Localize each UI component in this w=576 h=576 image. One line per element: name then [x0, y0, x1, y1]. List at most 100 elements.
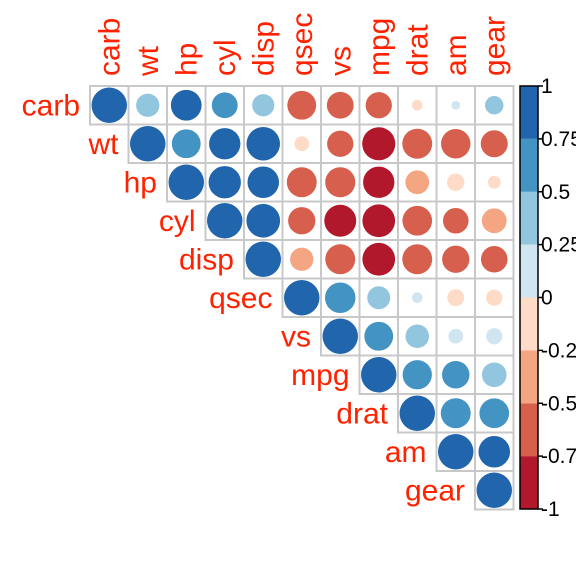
- corr-circle-mpg-am: [442, 361, 470, 389]
- colorbar-tick-label: 0.25: [541, 234, 576, 257]
- corr-circle-wt-gear: [480, 130, 508, 158]
- corr-circle-cyl-gear: [481, 208, 507, 234]
- correlation-grid: [89, 85, 515, 511]
- row-label-mpg: mpg: [291, 359, 349, 392]
- colorbar-tick-label: -0.75: [541, 445, 576, 468]
- colorbar-tick-label: 0: [541, 287, 553, 310]
- corr-circle-vs-drat: [405, 324, 430, 349]
- corr-circle-carb-disp: [252, 94, 275, 117]
- column-label-mpg: mpg: [363, 18, 396, 76]
- corr-circle-cyl-vs: [324, 204, 357, 237]
- row-label-am: am: [385, 436, 427, 469]
- colorbar-segment: [520, 403, 538, 457]
- column-label-carb: carb: [93, 18, 126, 76]
- corr-circle-carb-cyl: [211, 92, 238, 119]
- corr-circle-mpg-mpg: [361, 357, 397, 393]
- corr-circle-cyl-disp: [246, 203, 281, 238]
- corr-circle-am-am: [438, 434, 474, 470]
- corr-circle-qsec-gear: [486, 289, 503, 306]
- corr-circle-cyl-drat: [402, 205, 433, 236]
- corr-circle-disp-disp: [245, 241, 281, 277]
- corr-circle-carb-drat: [411, 99, 423, 111]
- column-label-hp: hp: [170, 43, 203, 76]
- corr-circle-hp-drat: [405, 170, 430, 195]
- corr-circle-am-gear: [478, 435, 511, 468]
- corr-circle-wt-wt: [130, 126, 166, 162]
- corr-circle-wt-disp: [246, 127, 280, 161]
- row-label-gear: gear: [405, 474, 465, 507]
- corr-circle-hp-hp: [168, 164, 204, 200]
- colorbar-segment: [520, 244, 538, 298]
- colorbar-segment: [520, 456, 538, 509]
- corr-circle-disp-qsec: [290, 247, 314, 271]
- corr-circle-drat-am: [440, 398, 471, 429]
- corr-circle-hp-vs: [325, 167, 356, 198]
- corr-circle-carb-qsec: [287, 90, 317, 120]
- corr-circle-cyl-qsec: [288, 207, 316, 235]
- corr-circle-qsec-mpg: [367, 286, 391, 310]
- corr-circle-wt-vs: [327, 130, 354, 157]
- corr-circle-carb-carb: [91, 87, 127, 123]
- colorbar-tick-label: -1: [541, 498, 560, 521]
- corr-circle-wt-cyl: [209, 128, 241, 160]
- corr-circle-carb-hp: [170, 89, 202, 121]
- colorbar-segment: [520, 191, 538, 245]
- corr-circle-hp-qsec: [286, 167, 317, 198]
- corr-circle-hp-gear: [487, 175, 501, 189]
- row-label-disp: disp: [179, 243, 234, 276]
- corr-circle-wt-mpg: [362, 127, 396, 161]
- row-label-carb: carb: [22, 89, 80, 122]
- column-labels: carb wt hp cyl disp qsec vs mpg drat am gear: [93, 13, 511, 77]
- corr-circle-hp-am: [447, 173, 465, 191]
- colorbar-segment: [520, 86, 538, 139]
- corr-circle-hp-mpg: [363, 166, 395, 198]
- corr-circle-mpg-gear: [481, 362, 507, 388]
- colorbar-tick-label: 0.5: [541, 181, 570, 204]
- corr-circle-wt-qsec: [294, 136, 310, 152]
- corr-circle-cyl-mpg: [362, 204, 396, 238]
- corr-circle-carb-wt: [136, 93, 160, 117]
- corr-circle-hp-cyl: [208, 166, 241, 199]
- corr-circle-disp-mpg: [362, 242, 396, 276]
- row-label-vs: vs: [281, 320, 311, 353]
- corr-circle-wt-hp: [171, 129, 201, 159]
- colorbar-tick-label: -0.5: [541, 392, 576, 415]
- corr-circle-drat-gear: [479, 398, 510, 429]
- corr-circle-hp-disp: [247, 166, 280, 199]
- corr-circle-disp-am: [442, 245, 470, 273]
- column-label-am: am: [440, 34, 473, 76]
- column-label-drat: drat: [401, 24, 434, 76]
- corr-circle-carb-gear: [485, 96, 504, 115]
- corr-circle-carb-mpg: [365, 92, 392, 119]
- row-label-drat: drat: [336, 397, 388, 430]
- corr-circle-vs-vs: [322, 318, 358, 354]
- colorbar-tick-label: 1: [541, 75, 553, 98]
- corr-circle-cyl-cyl: [207, 203, 243, 239]
- corr-circle-qsec-am: [447, 289, 465, 307]
- column-label-cyl: cyl: [209, 39, 242, 76]
- corr-circle-drat-drat: [399, 395, 435, 431]
- corr-circle-disp-vs: [325, 244, 356, 275]
- corr-circle-carb-am: [451, 100, 461, 110]
- color-legend: -1 -0.75 -0.5 -0.25 0 0.25 0.5 0.75 1: [519, 75, 576, 521]
- colorbar-tick-label: -0.25: [541, 339, 576, 362]
- column-label-vs: vs: [324, 46, 357, 76]
- column-label-wt: wt: [132, 45, 165, 77]
- column-label-qsec: qsec: [286, 13, 319, 76]
- corr-circle-wt-drat: [402, 128, 433, 159]
- corr-circle-disp-drat: [402, 244, 433, 275]
- column-label-disp: disp: [247, 21, 280, 76]
- corr-circle-cyl-am: [442, 207, 469, 234]
- grid-cell: [474, 162, 515, 203]
- corr-circle-vs-mpg: [364, 321, 394, 351]
- corr-circle-wt-am: [441, 129, 471, 159]
- corr-circle-mpg-drat: [402, 360, 432, 390]
- row-label-cyl: cyl: [159, 205, 196, 238]
- corr-circle-qsec-qsec: [284, 280, 320, 316]
- colorbar-segment: [520, 297, 538, 351]
- row-label-qsec: qsec: [209, 282, 272, 315]
- corr-circle-qsec-drat: [411, 292, 423, 304]
- corr-circle-vs-gear: [486, 328, 503, 345]
